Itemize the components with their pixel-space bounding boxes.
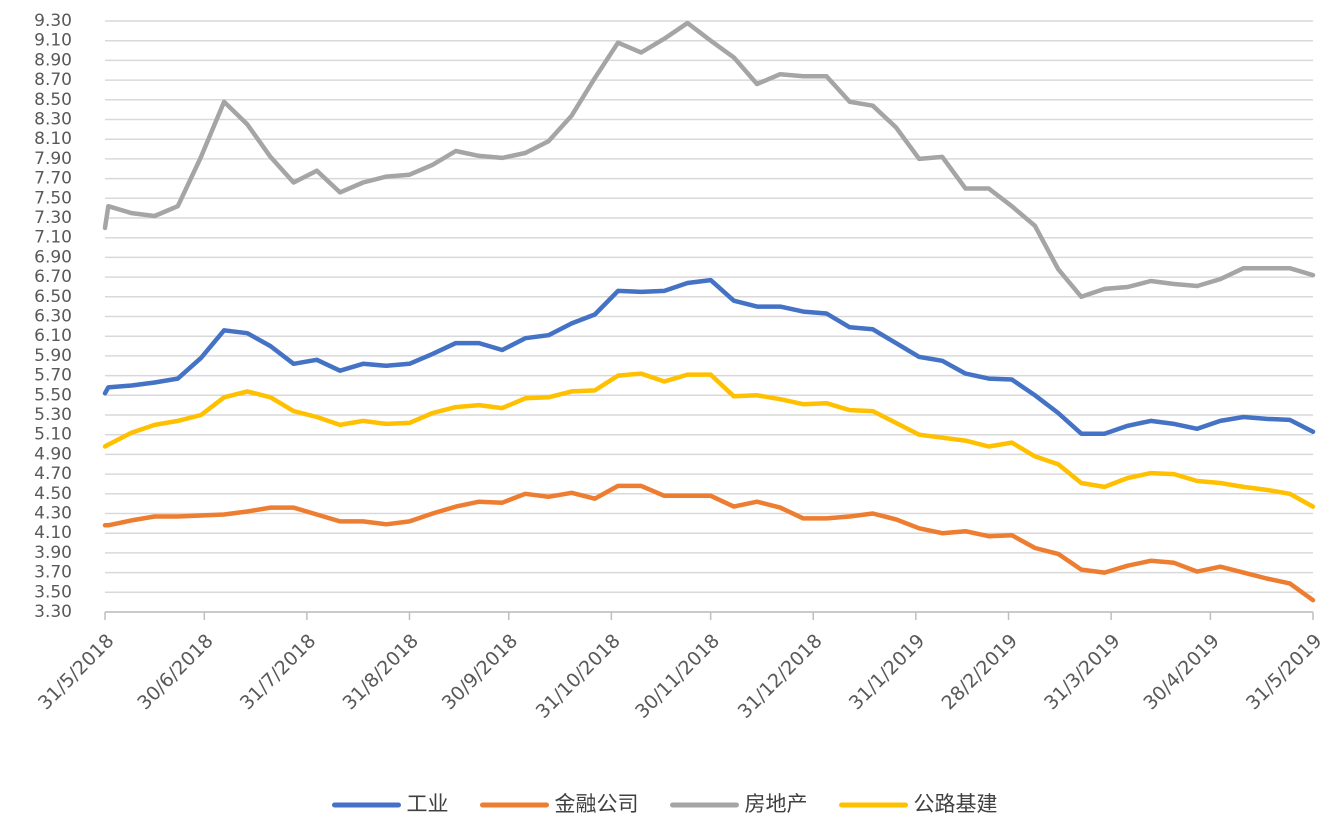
y-tick-label: 6.10 — [34, 326, 72, 346]
series-line — [102, 20, 1316, 300]
series-line — [102, 483, 1316, 603]
y-tick-label: 8.10 — [34, 129, 72, 149]
legend-label: 工业 — [407, 792, 449, 816]
series-line — [102, 277, 1316, 436]
y-tick-label: 5.90 — [34, 346, 72, 366]
y-tick-label: 4.70 — [34, 464, 72, 484]
x-tick-label: 30/11/2018 — [631, 630, 724, 723]
x-tick-label: 31/3/2019 — [1040, 630, 1124, 714]
x-tick-label: 30/6/2018 — [133, 630, 217, 714]
x-tick-label: 31/1/2019 — [845, 630, 929, 714]
y-tick-label: 9.30 — [34, 11, 72, 31]
y-tick-label: 7.70 — [34, 169, 72, 189]
x-tick-label: 31/10/2018 — [532, 630, 625, 723]
legend-label: 公路基建 — [914, 792, 998, 816]
x-tick-label: 31/5/2019 — [1242, 630, 1326, 714]
legend-label: 金融公司 — [555, 792, 639, 816]
y-tick-label: 6.50 — [34, 287, 72, 307]
y-tick-label: 6.90 — [34, 247, 72, 267]
y-tick-label: 4.90 — [34, 444, 72, 464]
y-tick-label: 6.70 — [34, 267, 72, 287]
x-tick-label: 30/4/2019 — [1139, 630, 1223, 714]
y-tick-label: 5.50 — [34, 385, 72, 405]
y-tick-label: 4.30 — [34, 504, 72, 524]
x-tick-label: 28/2/2019 — [937, 630, 1021, 714]
x-tick-label: 31/7/2018 — [236, 630, 320, 714]
y-tick-label: 7.10 — [34, 228, 72, 248]
y-tick-label: 5.70 — [34, 366, 72, 386]
y-tick-label: 8.50 — [34, 90, 72, 110]
x-tick-label: 31/12/2018 — [734, 630, 827, 723]
y-tick-label: 7.50 — [34, 188, 72, 208]
y-tick-label: 3.50 — [34, 582, 72, 602]
y-tick-label: 3.30 — [34, 602, 72, 622]
y-tick-label: 9.10 — [34, 31, 72, 51]
x-tick-label: 30/9/2018 — [438, 630, 522, 714]
y-tick-label: 3.90 — [34, 543, 72, 563]
x-tick-label: 31/8/2018 — [338, 630, 422, 714]
legend-label: 房地产 — [745, 792, 808, 816]
y-tick-label: 7.30 — [34, 208, 72, 228]
y-tick-label: 3.70 — [34, 563, 72, 583]
y-tick-label: 4.10 — [34, 523, 72, 543]
y-tick-label: 8.30 — [34, 110, 72, 130]
y-tick-label: 8.90 — [34, 50, 72, 70]
y-tick-label: 7.90 — [34, 149, 72, 169]
y-tick-label: 5.30 — [34, 405, 72, 425]
y-tick-label: 4.50 — [34, 484, 72, 504]
x-tick-label: 31/5/2018 — [34, 630, 118, 714]
y-tick-label: 6.30 — [34, 307, 72, 327]
y-tick-label: 5.10 — [34, 425, 72, 445]
series-line — [102, 371, 1316, 509]
y-tick-label: 8.70 — [34, 70, 72, 90]
